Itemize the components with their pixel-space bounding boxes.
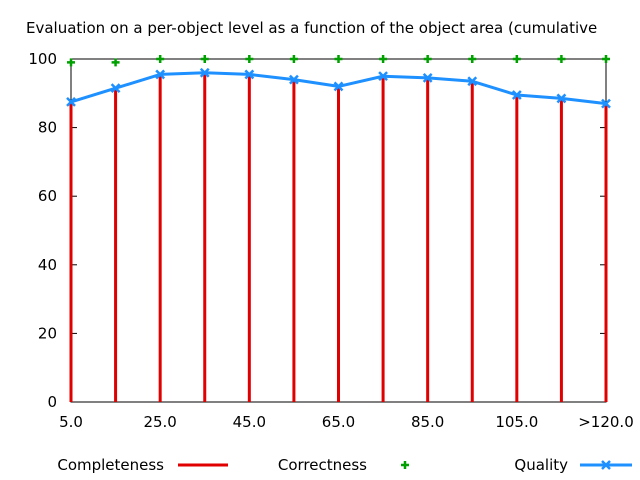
x-tick-label: 105.0 xyxy=(495,413,538,431)
correctness-point xyxy=(557,55,566,63)
y-tick-label: 20 xyxy=(38,324,57,342)
quality-point xyxy=(199,67,210,78)
x-tick-label: 25.0 xyxy=(143,413,176,431)
quality-point xyxy=(556,93,567,104)
x-tick-label: >120.0 xyxy=(578,413,634,431)
legend-label-quality: Quality xyxy=(514,456,568,474)
correctness-point xyxy=(512,55,521,63)
correctness-point xyxy=(156,55,165,63)
quality-point xyxy=(422,72,433,83)
correctness-point xyxy=(602,55,610,63)
legend: Completeness Correctness Quality xyxy=(57,456,632,474)
y-tick-label: 80 xyxy=(38,119,57,137)
correctness-point xyxy=(379,55,388,63)
correctness-point xyxy=(289,55,298,63)
quality-point xyxy=(333,81,344,92)
correctness-point xyxy=(334,55,343,63)
x-tick-label: 5.0 xyxy=(59,413,83,431)
y-tick-label: 0 xyxy=(47,393,57,411)
correctness-point xyxy=(67,58,75,67)
y-axis: 0 20 40 60 80 100 xyxy=(28,50,606,411)
chart-title: Evaluation on a per-object level as a fu… xyxy=(26,19,597,37)
series-completeness xyxy=(69,72,608,402)
legend-swatch-correctness xyxy=(401,461,409,469)
legend-label-correctness: Correctness xyxy=(278,456,367,474)
correctness-point xyxy=(245,55,254,63)
quality-point xyxy=(467,76,478,87)
legend-swatch-quality-marker xyxy=(601,460,611,470)
correctness-point xyxy=(468,55,477,63)
series-quality xyxy=(66,67,611,109)
y-tick-label: 40 xyxy=(38,256,57,274)
y-tick-label: 60 xyxy=(38,187,57,205)
quality-point xyxy=(66,96,76,107)
x-axis: 5.0 25.0 45.0 65.0 85.0 105.0 >120.0 xyxy=(59,396,634,431)
quality-point xyxy=(601,98,611,109)
quality-point xyxy=(155,69,166,80)
correctness-point xyxy=(111,58,120,67)
correctness-point xyxy=(423,55,432,63)
x-tick-label: 65.0 xyxy=(322,413,355,431)
correctness-point xyxy=(200,55,209,63)
quality-point xyxy=(110,83,121,94)
quality-point xyxy=(289,74,299,85)
legend-label-completeness: Completeness xyxy=(57,456,164,474)
y-tick-label: 100 xyxy=(28,50,57,68)
series-correctness xyxy=(67,55,610,67)
x-tick-label: 45.0 xyxy=(233,413,266,431)
quality-point xyxy=(511,90,522,100)
quality-point xyxy=(244,69,255,80)
quality-point xyxy=(378,71,388,82)
x-tick-label: 85.0 xyxy=(411,413,444,431)
